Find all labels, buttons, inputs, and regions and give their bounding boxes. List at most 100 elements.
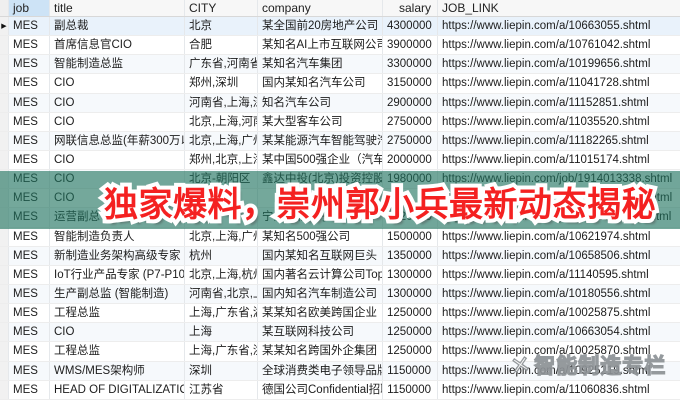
- cell-job[interactable]: MES: [9, 36, 50, 55]
- cell-company[interactable]: 某知名AI上市互联网公司: [258, 36, 383, 55]
- cell-link[interactable]: https://www.liepin.com/a/10925219.shtml: [442, 364, 651, 377]
- cell-salary[interactable]: 1300000: [383, 265, 438, 284]
- column-header-title[interactable]: title: [50, 0, 185, 16]
- column-header-company[interactable]: company: [258, 0, 383, 16]
- row-gutter[interactable]: [0, 246, 9, 265]
- row-gutter[interactable]: [0, 150, 9, 170]
- row-gutter[interactable]: [0, 74, 9, 93]
- cell-job[interactable]: MES: [9, 74, 50, 93]
- row-gutter[interactable]: [0, 342, 9, 361]
- cell-job[interactable]: MES: [9, 55, 50, 74]
- cell-city[interactable]: 河南省,北京,上海: [185, 284, 258, 304]
- cell-company[interactable]: 某全国前20房地产公司: [258, 17, 383, 36]
- cell-city[interactable]: 合肥: [185, 36, 258, 55]
- cell-company[interactable]: 某知名汽车集团: [258, 55, 383, 74]
- cell-salary[interactable]: 3150000: [383, 74, 438, 93]
- cell-company[interactable]: 知名汽车公司: [258, 93, 383, 112]
- cell-link[interactable]: https://www.liepin.com/a/10025870.shtml: [442, 345, 651, 358]
- cell-job[interactable]: MES: [9, 112, 50, 131]
- cell-company[interactable]: 德国公司Confidential招聘: [258, 380, 383, 399]
- cell-link[interactable]: https://www.liepin.com/a/10658506.shtml: [442, 249, 651, 262]
- column-header-link[interactable]: JOB_LINK: [442, 1, 499, 15]
- cell-company[interactable]: 某某知名跨国外企集团: [258, 342, 383, 361]
- cell-title[interactable]: 生产副总监 (智能制造): [50, 284, 185, 304]
- cell-company[interactable]: 某互联网科技公司: [258, 323, 383, 342]
- cell-job[interactable]: MES: [9, 93, 50, 112]
- cell-title[interactable]: HEAD OF DIGITALIZATION: [50, 380, 185, 399]
- cell-link[interactable]: https://www.liepin.com/a/11015174.shtml: [442, 153, 650, 166]
- cell-title[interactable]: CIO: [50, 74, 185, 93]
- cell-salary[interactable]: 2750000: [383, 131, 438, 150]
- cell-city[interactable]: 杭州: [185, 246, 258, 265]
- cell-company[interactable]: 某中国500强企业（汽车集团）: [258, 150, 383, 170]
- cell-title[interactable]: 工程总监: [50, 304, 185, 323]
- cell-company[interactable]: 国内著名云计算公司Top3: [258, 265, 383, 284]
- cell-link[interactable]: https://www.liepin.com/a/10621974.shtml: [442, 230, 651, 243]
- cell-city[interactable]: 北京,上海,广州: [185, 131, 258, 150]
- cell-salary[interactable]: 1150000: [383, 380, 438, 399]
- cell-title[interactable]: 首席信息官CIO: [50, 36, 185, 55]
- cell-link[interactable]: https://www.liepin.com/a/11060836.shtml: [442, 383, 650, 396]
- cell-job[interactable]: MES: [9, 246, 50, 265]
- cell-link[interactable]: https://www.liepin.com/a/10199656.shtml: [442, 58, 651, 71]
- cell-salary[interactable]: 1250000: [383, 323, 438, 342]
- cell-link[interactable]: https://www.liepin.com/a/10025875.shtml: [442, 307, 651, 320]
- cell-salary[interactable]: 3300000: [383, 55, 438, 74]
- cell-link[interactable]: https://www.liepin.com/a/11140595.shtml: [442, 268, 649, 281]
- cell-title[interactable]: CIO: [50, 112, 185, 131]
- cell-city[interactable]: 郑州,深圳: [185, 74, 258, 93]
- cell-salary[interactable]: 1150000: [383, 361, 438, 380]
- gutter-header-cell[interactable]: [0, 0, 9, 16]
- row-gutter[interactable]: [0, 131, 9, 150]
- cell-city[interactable]: 广东省,河南省,江苏: [185, 55, 258, 74]
- cell-job[interactable]: MES: [9, 227, 50, 246]
- row-gutter[interactable]: [0, 361, 9, 380]
- cell-job[interactable]: MES: [9, 304, 50, 323]
- cell-city[interactable]: 江苏省: [185, 380, 258, 399]
- cell-job[interactable]: MES: [9, 131, 50, 150]
- cell-job[interactable]: MES: [9, 17, 50, 36]
- cell-link[interactable]: https://www.liepin.com/a/10180556.shtml: [442, 287, 651, 300]
- cell-title[interactable]: 智能制造总监: [50, 55, 185, 74]
- cell-company[interactable]: 国内某知名汽车公司: [258, 74, 383, 93]
- row-gutter[interactable]: [0, 227, 9, 246]
- cell-company[interactable]: 某大型客车公司: [258, 112, 383, 131]
- cell-title[interactable]: CIO: [50, 323, 185, 342]
- cell-job[interactable]: MES: [9, 284, 50, 304]
- cell-title[interactable]: IoT行业产品专家 (P7-P10): [50, 265, 185, 284]
- cell-title[interactable]: CIO: [50, 150, 185, 170]
- column-header-salary[interactable]: salary: [383, 0, 438, 16]
- cell-link[interactable]: https://www.liepin.com/a/11035520.shtml: [442, 115, 650, 128]
- cell-job[interactable]: MES: [9, 323, 50, 342]
- cell-link[interactable]: https://www.liepin.com/a/10663055.shtml: [442, 20, 651, 32]
- cell-city[interactable]: 北京,上海,广州: [185, 227, 258, 246]
- cell-salary[interactable]: 4300000: [383, 17, 438, 36]
- cell-job[interactable]: MES: [9, 150, 50, 170]
- cell-title[interactable]: 网联信息总监(年薪300万以上): [50, 131, 185, 150]
- cell-city[interactable]: 北京: [185, 17, 258, 36]
- cell-salary[interactable]: 1350000: [383, 246, 438, 265]
- cell-salary[interactable]: 1250000: [383, 342, 438, 361]
- row-gutter[interactable]: ▶: [0, 17, 9, 36]
- row-gutter[interactable]: [0, 93, 9, 112]
- row-gutter[interactable]: [0, 112, 9, 131]
- cell-salary[interactable]: 2900000: [383, 93, 438, 112]
- cell-company[interactable]: 全球消费类电子领导品牌: [258, 361, 383, 380]
- row-gutter[interactable]: [0, 380, 9, 399]
- cell-salary[interactable]: 1250000: [383, 304, 438, 323]
- row-gutter[interactable]: [0, 265, 9, 284]
- cell-title[interactable]: 智能制造负责人: [50, 227, 185, 246]
- row-gutter[interactable]: [0, 36, 9, 55]
- cell-salary[interactable]: 3900000: [383, 36, 438, 55]
- cell-company[interactable]: 国内某知名互联网巨头: [258, 246, 383, 265]
- cell-title[interactable]: 副总裁: [50, 17, 185, 36]
- cell-title[interactable]: WMS/MES架构师: [50, 361, 185, 380]
- cell-job[interactable]: MES: [9, 342, 50, 361]
- cell-company[interactable]: 国内知名汽车制造公司: [258, 284, 383, 304]
- cell-city[interactable]: 郑州,北京,上海: [185, 150, 258, 170]
- cell-link[interactable]: https://www.liepin.com/a/11152851.shtml: [442, 96, 649, 109]
- column-header-city[interactable]: CITY: [185, 0, 258, 16]
- cell-salary[interactable]: 2750000: [383, 112, 438, 131]
- cell-link[interactable]: https://www.liepin.com/a/11182265.shtml: [442, 134, 649, 147]
- cell-job[interactable]: MES: [9, 265, 50, 284]
